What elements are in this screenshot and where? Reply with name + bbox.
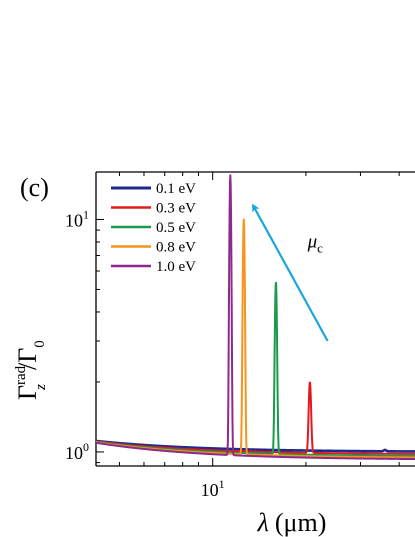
y-axis-gamma0: Γ bbox=[13, 348, 42, 363]
series-line-2 bbox=[96, 381, 415, 455]
panel-label: (c) bbox=[20, 173, 49, 202]
legend-label-3: 0.5 eV bbox=[156, 220, 196, 236]
mu-annotation: μc bbox=[252, 203, 329, 342]
series-line-4 bbox=[96, 218, 415, 459]
x-axis-symbol: λ bbox=[257, 508, 269, 537]
series-line-1 bbox=[96, 439, 415, 453]
y-axis-sup: rad bbox=[13, 365, 29, 385]
y-axis-title: Γradz/Γ0 bbox=[13, 340, 49, 400]
x-tick-label: 101 bbox=[201, 477, 225, 500]
x-axis-title: λ (μm) bbox=[257, 508, 327, 537]
legend-label-1: 0.1 eV bbox=[156, 181, 196, 197]
y-tick-label: 100 bbox=[65, 440, 89, 463]
mu-subscript: c bbox=[317, 240, 323, 255]
series-line-3 bbox=[96, 281, 415, 457]
series-line-5 bbox=[96, 174, 415, 461]
legend-label-4: 0.8 eV bbox=[156, 240, 196, 256]
legend: 0.1 eV 0.3 eV 0.5 eV 0.8 eV 1.0 eV bbox=[111, 181, 196, 275]
legend-label-5: 1.0 eV bbox=[156, 259, 196, 275]
y-axis-slash: / bbox=[13, 362, 42, 370]
y-axis-sub0: 0 bbox=[32, 340, 48, 348]
x-axis-unit: (μm) bbox=[275, 508, 326, 537]
plot-frame bbox=[95, 171, 415, 467]
axis-ticks: 100 101 101 bbox=[65, 172, 400, 500]
y-tick-label: 101 bbox=[65, 207, 89, 230]
series-group bbox=[96, 174, 415, 461]
legend-label-2: 0.3 eV bbox=[156, 201, 196, 217]
mu-arrow bbox=[252, 203, 329, 342]
mu-symbol: μ bbox=[307, 231, 318, 252]
mu-label: μc bbox=[307, 231, 324, 255]
y-axis-sub: z bbox=[33, 384, 49, 391]
y-axis-gamma: Γ bbox=[13, 385, 42, 400]
